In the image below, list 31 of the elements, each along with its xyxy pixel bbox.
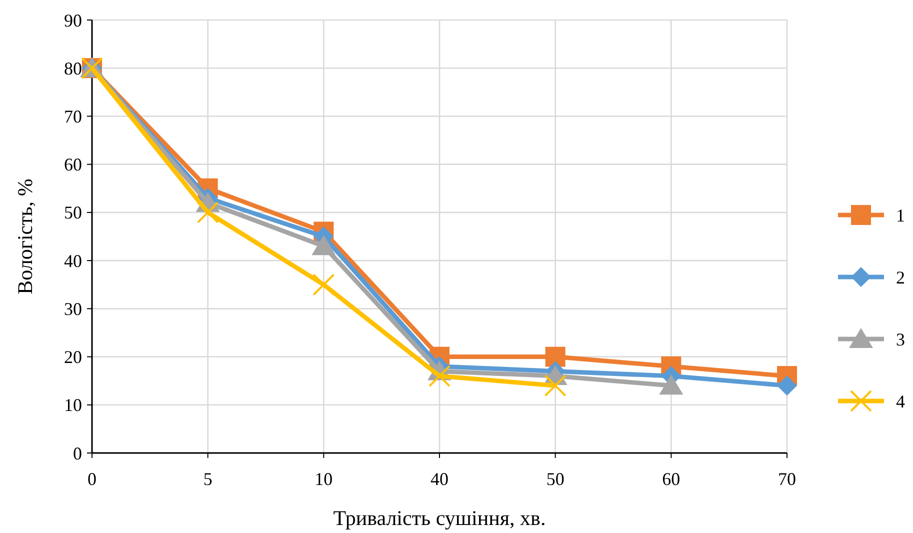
y-tick-label: 20 xyxy=(64,347,82,368)
point xyxy=(312,235,336,256)
y-tick-label: 80 xyxy=(64,58,82,78)
x-tick-label: 5 xyxy=(203,469,212,489)
x-tick-label: 50 xyxy=(546,469,564,489)
point xyxy=(428,365,450,388)
x-tick-label: 70 xyxy=(778,469,796,489)
point xyxy=(545,346,566,367)
legend-label: 4 xyxy=(896,391,905,412)
y-tick-label: 70 xyxy=(64,106,82,127)
point xyxy=(312,274,335,296)
y-tick-label: 0 xyxy=(73,443,82,464)
y-tick-label: 50 xyxy=(64,202,82,223)
legend-label: 1 xyxy=(896,205,905,226)
point xyxy=(777,376,797,396)
x-tick-label: 40 xyxy=(430,469,448,489)
x-tick-label: 10 xyxy=(314,469,333,489)
x-tick-label: 0 xyxy=(88,469,96,489)
y-tick-label: 90 xyxy=(64,10,82,30)
y-tick-label: 60 xyxy=(64,154,82,175)
x-axis-title: Тривалість сушіння, хв. xyxy=(333,506,546,530)
y-axis-title: Вологість, % xyxy=(13,178,37,294)
point xyxy=(196,201,219,224)
legend-label: 2 xyxy=(896,267,905,288)
point xyxy=(544,374,566,397)
x-tick-label: 60 xyxy=(662,469,680,489)
legend-label: 3 xyxy=(896,329,905,350)
y-tick-label: 30 xyxy=(64,298,82,319)
y-tick-label: 10 xyxy=(64,395,82,416)
y-tick-label: 40 xyxy=(64,250,82,271)
point xyxy=(659,374,684,395)
